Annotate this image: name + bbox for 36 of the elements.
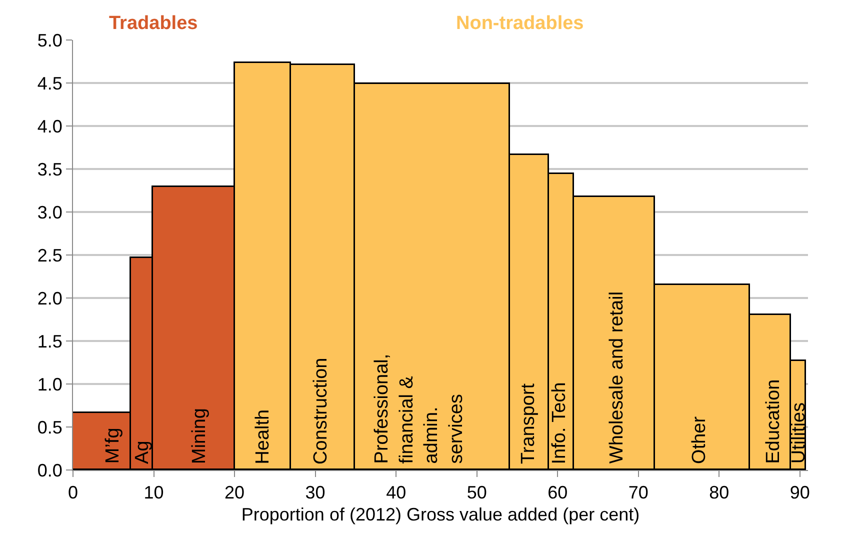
x-tick-label: 50: [466, 482, 487, 503]
annotation: Ag: [132, 440, 153, 464]
text: Tradables: [109, 13, 198, 34]
y-tick-label: 4.5: [37, 73, 62, 94]
annotation: Transport: [518, 382, 540, 464]
y-tick-label: 3.5: [37, 159, 62, 180]
x-axis-title: Proportion of (2012) Gross value added (per cent): [241, 504, 640, 525]
x-tick-label: 70: [628, 482, 648, 503]
annotation: Professional, financial & admin. services: [372, 354, 467, 464]
annotation: Construction: [310, 358, 332, 464]
y-tick-label: 4.0: [37, 116, 62, 136]
annotation: Health: [252, 409, 274, 464]
x-tick-label: 30: [305, 482, 326, 503]
y-tick-label: 2.0: [37, 288, 62, 308]
y-tick-label: 1.0: [37, 374, 62, 394]
y-tick-label: 3.0: [37, 202, 62, 222]
annotation: M’fg: [102, 428, 124, 464]
annotation: Info. Tech: [549, 382, 570, 464]
x-tick-label: 40: [386, 482, 406, 503]
text: Non-tradables: [456, 13, 584, 34]
x-tick-label: 80: [709, 482, 730, 503]
y-tick-label: 1.5: [37, 331, 62, 352]
y-tick-label: 2.5: [37, 245, 62, 266]
y-tick-label: 5.0: [37, 30, 62, 50]
annotation: Wholesale and retail: [606, 291, 628, 464]
x-tick-label: 10: [144, 482, 164, 503]
x-tick-label: 0: [68, 482, 78, 503]
annotation: Education: [762, 379, 784, 464]
x-tick-label: 60: [548, 482, 568, 503]
y-tick-label: 0.0: [37, 460, 62, 480]
annotation: Other: [688, 416, 710, 464]
x-tick-label: 90: [790, 482, 810, 503]
y-tick-label: 0.5: [37, 417, 62, 438]
annotation: Utilities: [788, 402, 810, 464]
annotation: Mining: [189, 408, 210, 464]
x-tick-label: 20: [224, 482, 245, 503]
